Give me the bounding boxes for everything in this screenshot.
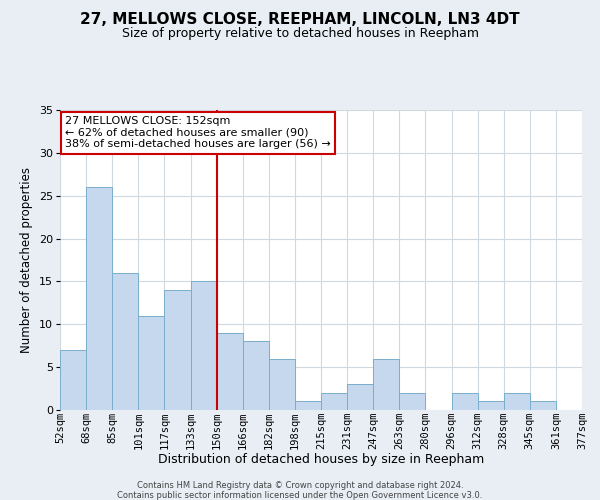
Text: 27 MELLOWS CLOSE: 152sqm
← 62% of detached houses are smaller (90)
38% of semi-d: 27 MELLOWS CLOSE: 152sqm ← 62% of detach… <box>65 116 331 149</box>
Bar <box>269 358 295 410</box>
Bar <box>530 402 556 410</box>
Bar <box>164 290 191 410</box>
Bar <box>217 333 243 410</box>
Bar <box>60 350 86 410</box>
Text: Contains HM Land Registry data © Crown copyright and database right 2024.: Contains HM Land Registry data © Crown c… <box>137 481 463 490</box>
Text: Contains public sector information licensed under the Open Government Licence v3: Contains public sector information licen… <box>118 491 482 500</box>
Text: Size of property relative to detached houses in Reepham: Size of property relative to detached ho… <box>121 28 479 40</box>
Bar <box>295 402 321 410</box>
Bar <box>112 273 139 410</box>
Bar <box>191 282 217 410</box>
Bar <box>504 393 530 410</box>
Bar <box>321 393 347 410</box>
Bar <box>478 402 504 410</box>
Bar <box>400 393 425 410</box>
Text: Distribution of detached houses by size in Reepham: Distribution of detached houses by size … <box>158 452 484 466</box>
Bar <box>373 358 400 410</box>
Bar <box>243 342 269 410</box>
Bar <box>347 384 373 410</box>
Bar <box>139 316 164 410</box>
Bar <box>452 393 478 410</box>
Bar <box>86 187 112 410</box>
Y-axis label: Number of detached properties: Number of detached properties <box>20 167 34 353</box>
Text: 27, MELLOWS CLOSE, REEPHAM, LINCOLN, LN3 4DT: 27, MELLOWS CLOSE, REEPHAM, LINCOLN, LN3… <box>80 12 520 28</box>
